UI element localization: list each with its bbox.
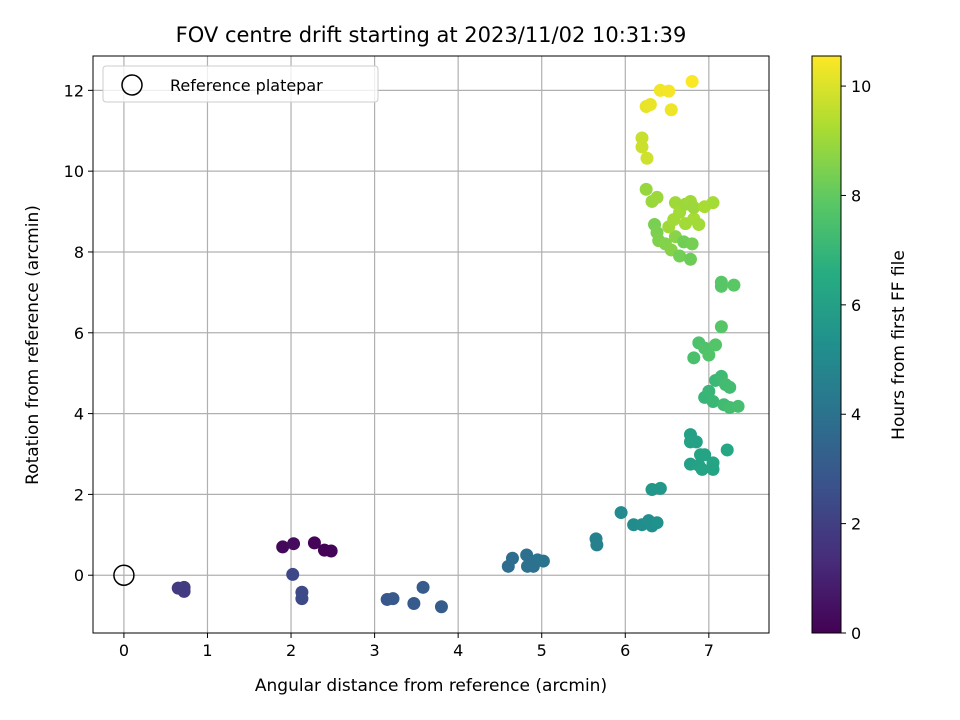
data-point	[635, 131, 649, 145]
colorbar-tick-label: 10	[851, 77, 871, 96]
data-points	[113, 74, 745, 614]
colorbar-tick-label: 8	[851, 186, 861, 205]
x-tick-label: 7	[704, 641, 714, 660]
legend-box	[102, 65, 379, 103]
data-point	[673, 249, 687, 263]
data-point	[434, 600, 448, 614]
y-tick-label: 4	[74, 405, 84, 424]
data-point	[720, 443, 734, 457]
y-tick-label: 8	[74, 243, 84, 262]
x-tick-label: 2	[286, 641, 296, 660]
y-tick-label: 2	[74, 485, 84, 504]
y-tick-label: 10	[64, 162, 84, 181]
chart-title: FOV centre drift starting at 2023/11/02 …	[176, 23, 687, 47]
data-point	[687, 351, 701, 365]
data-point	[685, 237, 699, 251]
colorbar	[811, 55, 842, 634]
data-point	[653, 481, 667, 495]
reference-platepar-marker	[113, 564, 135, 586]
data-point	[727, 278, 741, 292]
data-point	[678, 217, 692, 231]
data-point	[643, 97, 657, 111]
data-point	[731, 399, 745, 413]
data-point	[639, 182, 653, 196]
y-tick-label: 12	[64, 81, 84, 100]
data-point	[689, 435, 703, 449]
legend-entry-label: Reference platepar	[170, 76, 323, 95]
data-point	[702, 384, 716, 398]
colorbar-tick-label: 6	[851, 296, 861, 315]
data-point	[698, 448, 712, 462]
x-axis-ticks: 0 1 2 3 4 5 6 7	[119, 633, 714, 660]
data-point	[706, 196, 720, 210]
data-point	[706, 394, 720, 408]
data-point	[536, 554, 550, 568]
data-point	[177, 584, 191, 598]
data-point	[407, 597, 421, 611]
data-point	[526, 559, 540, 573]
data-point	[723, 380, 737, 394]
data-point	[706, 462, 720, 476]
data-point	[650, 516, 664, 530]
data-point	[287, 537, 301, 551]
data-point	[692, 217, 706, 231]
data-point	[386, 592, 400, 606]
colorbar-ticks: 0 2 4 6 8 10	[841, 77, 871, 643]
data-point	[695, 462, 709, 476]
colorbar-tick-label: 0	[851, 624, 861, 643]
colorbar-tick-label: 2	[851, 515, 861, 534]
data-point	[664, 103, 678, 117]
data-point	[276, 540, 290, 554]
data-point	[714, 279, 728, 293]
plot-area	[92, 55, 770, 634]
x-tick-label: 0	[119, 641, 129, 660]
data-point	[590, 538, 604, 552]
y-axis-label: Rotation from reference (arcmin)	[23, 205, 43, 485]
data-point	[709, 338, 723, 352]
x-tick-label: 4	[453, 641, 463, 660]
x-tick-label: 6	[620, 641, 630, 660]
y-axis-ticks: 0 2 4 6 8 10 12	[64, 81, 93, 585]
x-tick-label: 3	[370, 641, 380, 660]
data-point	[307, 536, 321, 550]
data-point	[714, 320, 728, 334]
data-point	[685, 74, 699, 88]
data-point	[416, 580, 430, 594]
colorbar-label: Hours from first FF file	[889, 250, 909, 440]
data-point	[505, 551, 519, 565]
data-point	[650, 190, 664, 204]
data-point	[640, 151, 654, 165]
data-point	[683, 252, 697, 266]
colorbar-tick-label: 4	[851, 405, 861, 424]
legend: Reference platepar	[102, 65, 379, 103]
y-tick-label: 6	[74, 324, 84, 343]
data-point	[702, 348, 716, 362]
data-point	[614, 506, 628, 520]
y-tick-label: 0	[74, 566, 84, 585]
data-point	[295, 592, 309, 606]
data-point	[687, 201, 701, 215]
data-point	[286, 567, 300, 581]
x-tick-label: 5	[537, 641, 547, 660]
x-axis-label: Angular distance from reference (arcmin)	[255, 676, 607, 696]
x-tick-label: 1	[202, 641, 212, 660]
data-point	[662, 84, 676, 98]
data-point	[324, 544, 338, 558]
data-point	[635, 140, 649, 154]
legend-marker-open-circle	[121, 74, 143, 96]
data-point	[668, 196, 682, 210]
